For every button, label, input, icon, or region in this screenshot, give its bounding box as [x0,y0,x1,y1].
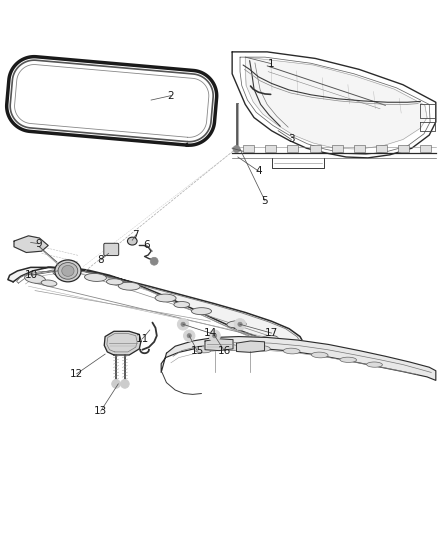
Circle shape [177,319,189,330]
Polygon shape [237,341,265,352]
Ellipse shape [311,352,328,358]
Circle shape [181,322,185,327]
Circle shape [150,257,158,265]
Polygon shape [14,236,48,253]
Ellipse shape [25,274,46,284]
Text: 4: 4 [255,166,262,176]
Circle shape [209,330,220,342]
Ellipse shape [118,282,140,290]
Circle shape [112,379,120,388]
Bar [332,145,343,152]
Text: 12: 12 [70,369,83,379]
Text: 7: 7 [132,230,139,240]
Polygon shape [161,336,436,381]
Text: 15: 15 [191,345,204,356]
Ellipse shape [106,279,123,285]
Bar [354,145,365,152]
Ellipse shape [62,265,74,276]
Ellipse shape [127,237,137,245]
Ellipse shape [261,335,278,342]
Ellipse shape [55,260,81,282]
Circle shape [120,379,129,388]
FancyBboxPatch shape [104,243,119,255]
Text: 3: 3 [288,134,295,144]
Bar [287,145,298,152]
Ellipse shape [283,348,300,354]
Bar [310,145,321,152]
Circle shape [184,330,195,342]
Ellipse shape [194,346,211,353]
Circle shape [233,146,240,152]
Bar [398,145,409,152]
Ellipse shape [53,269,74,277]
Ellipse shape [191,308,212,314]
Text: 6: 6 [143,240,150,251]
Text: 16: 16 [218,345,231,356]
Bar [420,145,431,152]
Ellipse shape [227,321,246,328]
Bar [243,145,254,152]
Ellipse shape [58,263,78,279]
Ellipse shape [174,302,190,308]
Polygon shape [8,268,304,346]
Ellipse shape [41,280,57,286]
Ellipse shape [254,345,270,351]
Ellipse shape [367,362,382,367]
Text: 8: 8 [97,255,104,265]
Text: 17: 17 [265,328,278,338]
Text: 2: 2 [167,91,174,101]
Circle shape [238,322,242,327]
Ellipse shape [155,294,176,302]
Text: 11: 11 [136,334,149,344]
Polygon shape [104,332,141,355]
Bar [376,145,387,152]
Ellipse shape [224,345,240,350]
Circle shape [234,319,246,330]
Ellipse shape [340,357,357,362]
Text: 14: 14 [204,328,217,338]
Text: 10: 10 [25,270,38,280]
Text: 13: 13 [94,406,107,416]
Text: 5: 5 [261,196,268,206]
Bar [265,145,276,152]
Polygon shape [205,339,233,351]
Circle shape [212,334,217,338]
Ellipse shape [85,273,106,281]
Text: 1: 1 [268,59,275,69]
Text: 9: 9 [35,239,42,249]
Polygon shape [245,57,427,149]
Circle shape [187,334,191,338]
